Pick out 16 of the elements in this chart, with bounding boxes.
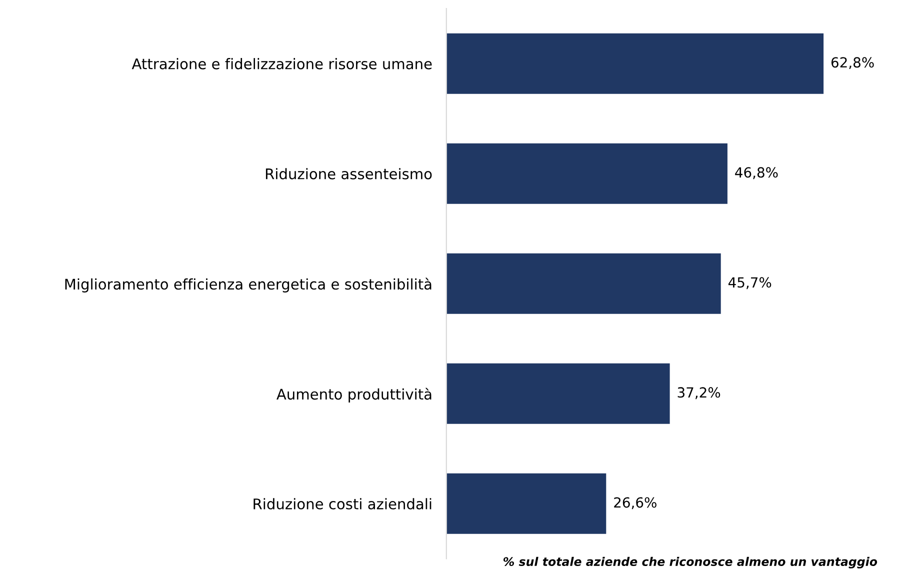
bar [446, 253, 721, 314]
bar [446, 363, 670, 424]
data-label: 26,6% [614, 497, 656, 510]
y-tick-label: Miglioramento efficienza energetica e sostenibilità [65, 278, 432, 292]
data-label: 46,8% [735, 167, 778, 180]
annotation: % sul totale aziende che riconosce almeno un vantaggio [503, 556, 878, 568]
bar [446, 33, 824, 94]
data-label: 62,8% [831, 57, 874, 70]
bar [446, 473, 606, 534]
y-tick-label: Riduzione assenteismo [266, 168, 432, 180]
data-label: 37,2% [678, 387, 720, 400]
y-tick-label: Attrazione e fidelizzazione risorse umane [132, 58, 432, 70]
data-label: 45,7% [728, 277, 772, 290]
y-tick-label: Aumento produttività [276, 388, 432, 403]
y-tick-label: Riduzione costi aziendali [254, 498, 432, 510]
bar [446, 143, 728, 204]
